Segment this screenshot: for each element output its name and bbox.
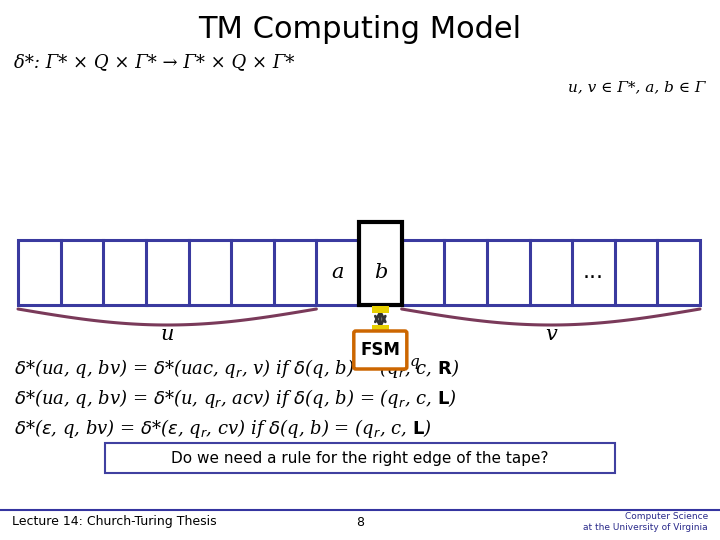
Text: $\delta$*(ua, q, bv) = $\delta$*(u, q$_r$, acv) if $\delta$(q, b) = (q$_r$, c, $: $\delta$*(ua, q, bv) = $\delta$*(u, q$_r…	[14, 387, 457, 409]
Bar	[359, 222, 402, 305]
Text: q: q	[410, 355, 420, 369]
Bar	[372, 306, 389, 313]
Text: $\delta$*($\varepsilon$, q, bv) = $\delta$*($\varepsilon$, q$_r$, cv) if $\delta: $\delta$*($\varepsilon$, q, bv) = $\delt…	[14, 416, 432, 440]
Text: 8: 8	[356, 516, 364, 529]
Text: u, v ∈ Γ*, a, b ∈ Γ: u, v ∈ Γ*, a, b ∈ Γ	[569, 80, 706, 94]
Text: u: u	[161, 326, 174, 345]
Text: TM Computing Model: TM Computing Model	[199, 16, 521, 44]
Text: δ*: Γ* × Q × Γ* → Γ* × Q × Γ*: δ*: Γ* × Q × Γ* → Γ* × Q × Γ*	[14, 53, 294, 71]
Text: Do we need a rule for the right edge of the tape?: Do we need a rule for the right edge of …	[171, 450, 549, 465]
Text: FSM: FSM	[361, 341, 400, 359]
Text: $\delta$*(ua, q, bv) = $\delta$*(uac, q$_r$, v) if $\delta$(q, b) = (q$_r$, c, $: $\delta$*(ua, q, bv) = $\delta$*(uac, q$…	[14, 356, 459, 380]
Text: Computer Science
at the University of Virginia: Computer Science at the University of Vi…	[583, 512, 708, 532]
Text: ...: ...	[583, 262, 604, 282]
Bar	[18, 240, 700, 305]
Bar	[105, 443, 615, 473]
Text: Lecture 14: Church-Turing Thesis: Lecture 14: Church-Turing Thesis	[12, 516, 217, 529]
Text: v: v	[545, 326, 557, 345]
Bar	[372, 325, 389, 332]
FancyBboxPatch shape	[354, 331, 407, 369]
Text: b: b	[374, 263, 387, 282]
Text: a: a	[331, 263, 344, 282]
